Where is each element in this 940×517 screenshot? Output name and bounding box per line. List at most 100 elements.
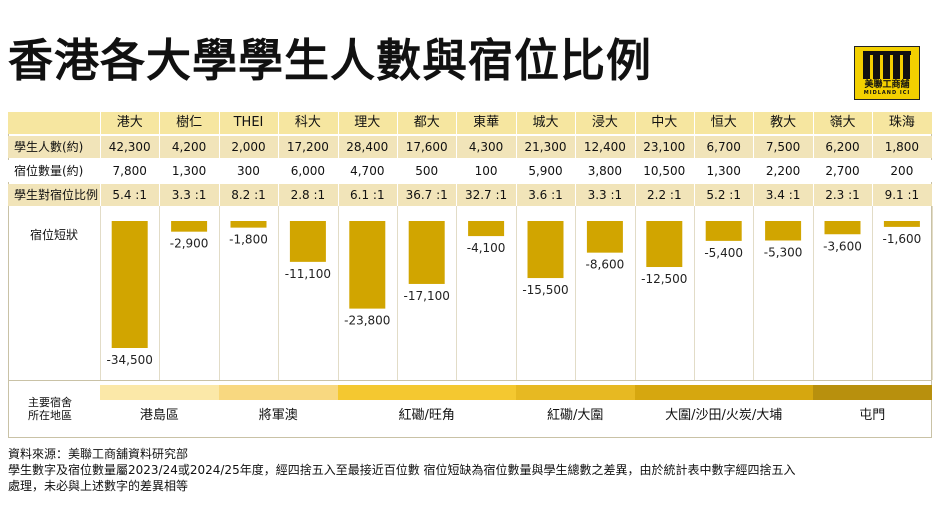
bar-value-label: -4,100 <box>467 241 506 255</box>
table-cell: 2,000 <box>231 140 266 154</box>
chart-gridline <box>337 206 339 380</box>
table-cell: 500 <box>415 164 439 178</box>
table-cell: 9.1 :1 <box>884 188 920 202</box>
bar-value-label: -8,600 <box>586 258 625 272</box>
table-cell: 3.3 :1 <box>587 188 623 202</box>
bar-11 <box>765 221 802 241</box>
logo-mark <box>863 53 911 79</box>
location-band <box>812 385 932 400</box>
header-divider <box>159 112 161 206</box>
table-row: 學生對宿位比例 5.4 :1 3.3 :1 8.2 :1 2.8 :1 6.1 :1 36.… <box>8 184 932 206</box>
table-row: 宿位數量(約) 7,800 1,300 300 6,000 4,700 500 100 5,90… <box>8 160 932 182</box>
column-header: 科大 <box>294 115 321 130</box>
bar-1 <box>171 221 208 232</box>
chart-gridline <box>218 206 220 380</box>
row-label: 學生人數(約) <box>14 140 84 154</box>
location-name: 紅磡/旺角 <box>398 408 455 423</box>
header-divider <box>456 112 458 206</box>
table-cell: 2.2 :1 <box>647 188 682 202</box>
header-divider <box>753 112 755 206</box>
bar-0 <box>111 221 148 348</box>
table-cell: 7,800 <box>112 164 147 178</box>
header-divider <box>575 112 577 206</box>
table-cell: 1,300 <box>171 164 207 178</box>
header-background <box>8 112 932 134</box>
table-row: 學生人數(約) 42,300 4,200 2,000 17,200 28,400 17,60… <box>8 136 932 158</box>
bar-value-label: -1,800 <box>229 233 268 247</box>
column-header: 嶺大 <box>829 115 856 130</box>
bar-3 <box>289 221 326 262</box>
table-cell: 3.3 :1 <box>171 188 207 202</box>
column-header: 教大 <box>770 115 797 130</box>
row-background <box>8 184 932 206</box>
header-divider <box>694 112 695 206</box>
bar-value-label: -3,600 <box>823 239 862 253</box>
row-background <box>8 136 932 158</box>
table-cell: 6,700 <box>706 140 741 154</box>
location-name: 紅磡/大圍 <box>547 408 604 423</box>
table-cell: 200 <box>890 164 914 178</box>
bar-value-label: -2,900 <box>170 237 209 251</box>
location-name: 將軍澳 <box>258 408 298 423</box>
bar-7 <box>527 221 564 279</box>
table-cell: 100 <box>474 164 498 178</box>
table-cell: 2,200 <box>765 164 801 178</box>
table-cell: 2.3 :1 <box>825 188 860 202</box>
logo-name-zh: 美聯工商舖 <box>864 80 910 90</box>
table-cell: 23,100 <box>643 140 686 154</box>
location-separator <box>8 380 932 381</box>
table-header-row: 港大 樹仁 THEI 科大 理大 都大 東華 城大 浸大 中大 恒大 教大 嶺大 珠海 <box>8 112 932 134</box>
logo-name-en: MIDLAND ICI <box>863 90 911 96</box>
bar-12 <box>824 221 861 235</box>
bar-value-label: -5,400 <box>704 246 743 260</box>
footnotes: 資料來源：美聯工商舖資料研究部 學生數字及宿位數量屬2023/24或2024/2… <box>8 446 932 494</box>
location-label-line1: 主要宿舍 <box>28 396 72 409</box>
chart-gridline <box>515 206 517 380</box>
table-cell: 2.8 :1 <box>290 188 326 202</box>
column-header: 理大 <box>354 115 381 130</box>
logo: 美聯工商舖 MIDLAND ICI <box>854 46 920 100</box>
table-cell: 4,700 <box>350 164 385 178</box>
location-band <box>337 385 516 400</box>
column-header: 中大 <box>651 115 678 130</box>
header-divider <box>634 112 636 206</box>
table-cell: 1,300 <box>706 164 741 178</box>
location-name: 屯門 <box>859 408 886 423</box>
note-line-2: 處理，未必與上述數字的差異相等 <box>8 479 189 493</box>
bar-value-label: -5,300 <box>764 246 803 260</box>
table-cell: 3,800 <box>587 164 623 178</box>
chart-gridline <box>575 206 577 380</box>
location-band <box>634 385 813 400</box>
chart-gridline <box>812 206 814 380</box>
bar-13 <box>883 221 920 227</box>
table-cell: 4,300 <box>468 140 504 154</box>
bar-8 <box>586 221 623 253</box>
chart-gridline <box>931 206 933 380</box>
table-cell: 3.6 :1 <box>528 188 563 202</box>
table-cell: 5.2 :1 <box>706 188 741 202</box>
shortage-row-label: 宿位短狀 <box>30 228 79 242</box>
bar-value-label: -1,600 <box>883 232 922 246</box>
table-cell: 21,300 <box>524 140 567 154</box>
row-label: 學生對宿位比例 <box>14 188 99 202</box>
column-header: 城大 <box>532 115 559 130</box>
header-divider <box>397 112 398 206</box>
chart-gridline <box>694 206 695 380</box>
header-divider <box>812 112 814 206</box>
column-header: 浸大 <box>591 115 618 130</box>
chart-gridline <box>634 206 636 380</box>
table-cell: 1,800 <box>884 140 920 154</box>
page-title: 香港各大學學生人數與宿位比例 <box>8 34 653 87</box>
bar-value-label: -34,500 <box>107 353 153 367</box>
location-band <box>100 385 219 400</box>
chart-gridline <box>100 206 101 380</box>
table-cell: 6,000 <box>290 164 326 178</box>
table-cell: 17,200 <box>286 140 329 154</box>
chart-gridline <box>278 206 280 380</box>
location-row-label: 主要宿舍 所在地區 <box>28 396 72 422</box>
table-cell: 7,500 <box>765 140 801 154</box>
header-divider <box>515 112 517 206</box>
location-name: 港島區 <box>139 408 179 423</box>
header-divider <box>218 112 220 206</box>
bar-2 <box>230 221 267 228</box>
